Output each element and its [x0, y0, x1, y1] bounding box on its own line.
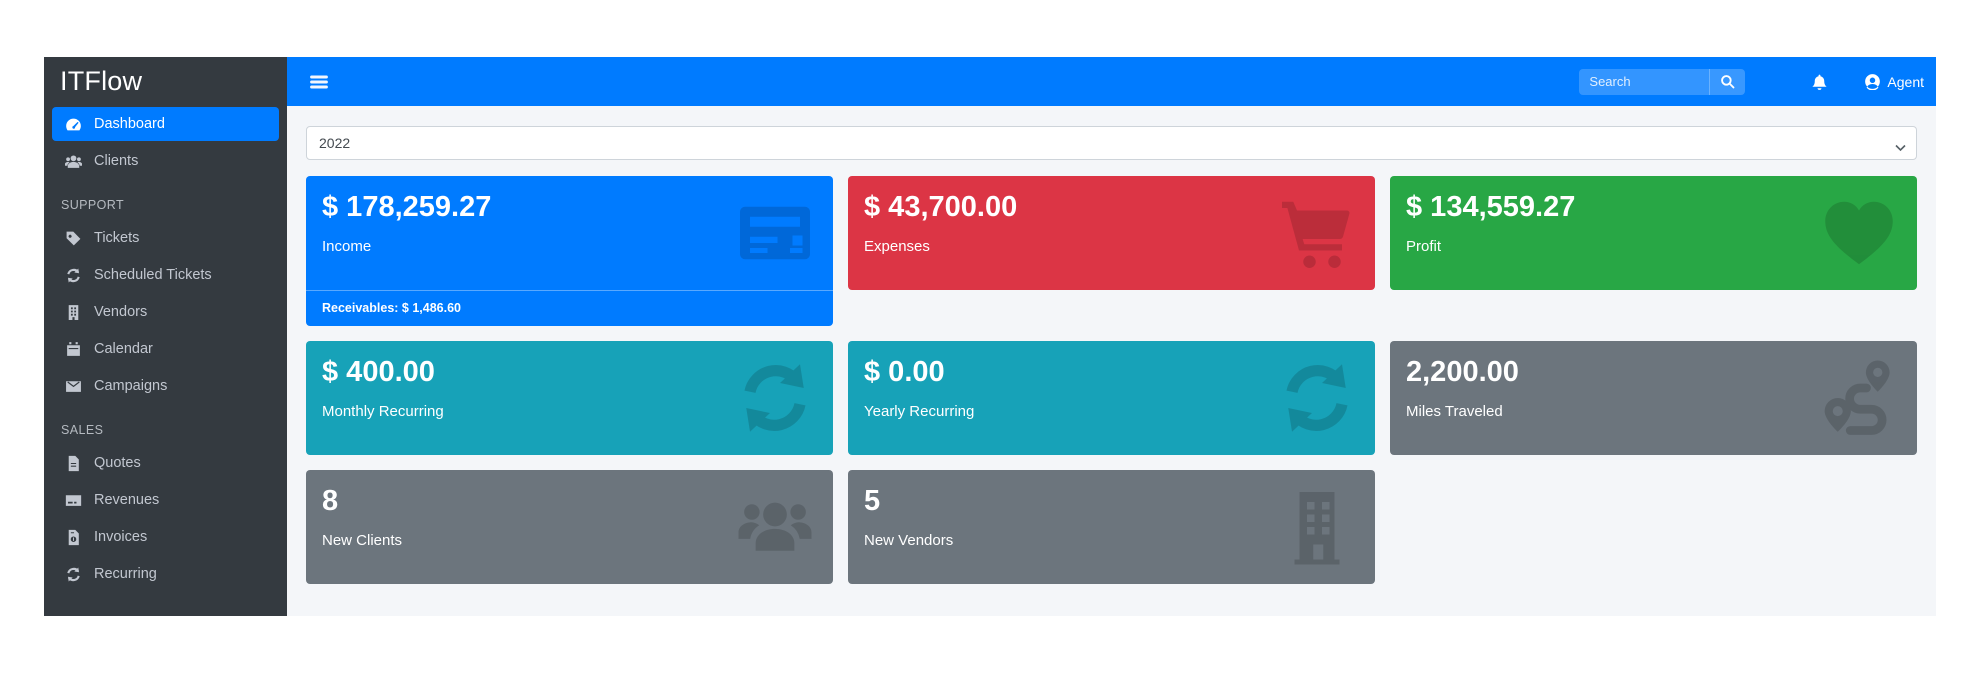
brand-logo[interactable]: ITFlow — [60, 66, 143, 96]
topbar: Agent — [287, 57, 1936, 106]
sync-icon — [61, 267, 85, 284]
expenses-label: Expenses — [864, 238, 930, 255]
sidebar-item-dashboard[interactable]: Dashboard — [52, 107, 279, 141]
shopping-cart-icon — [1277, 193, 1357, 273]
sidebar-nav: Dashboard Clients SUPPORT Tickets Schedu… — [44, 105, 287, 602]
sidebar-item-recurring[interactable]: Recurring — [52, 557, 279, 591]
search-group — [1579, 68, 1746, 95]
sidebar-item-revenues[interactable]: Revenues — [52, 483, 279, 517]
envelope-icon — [61, 378, 85, 395]
new-clients-card: 8 New Clients — [306, 470, 833, 584]
users-icon — [61, 153, 85, 170]
sidebar-item-label: Revenues — [94, 492, 160, 508]
monthly-recurring-label: Monthly Recurring — [322, 403, 444, 420]
new-vendors-value: 5 — [864, 485, 881, 517]
sidebar-section-support: SUPPORT — [61, 198, 124, 212]
sync-icon — [1277, 358, 1357, 438]
money-check-icon — [735, 193, 815, 273]
income-value: $ 178,259.27 — [322, 191, 492, 223]
year-select[interactable]: 2022 — [306, 126, 1917, 160]
new-vendors-card: 5 New Vendors — [848, 470, 1375, 584]
income-receivables: Receivables: $ 1,486.60 — [306, 290, 833, 326]
sync-icon — [735, 358, 815, 438]
sidebar-item-label: Recurring — [94, 566, 157, 582]
building-icon — [61, 304, 85, 321]
income-label: Income — [322, 238, 372, 255]
sidebar-item-label: Campaigns — [94, 378, 168, 394]
sidebar-item-campaigns[interactable]: Campaigns — [52, 369, 279, 403]
building-icon — [1277, 487, 1357, 567]
year-filter: 2022 — [306, 126, 1917, 160]
sidebar-section-sales: SALES — [61, 423, 104, 437]
profit-value: $ 134,559.27 — [1406, 191, 1576, 223]
cards-row-3: 8 New Clients 5 New Vendors — [306, 470, 1917, 584]
sidebar-item-clients[interactable]: Clients — [52, 144, 279, 178]
route-icon — [1819, 358, 1899, 438]
sidebar: ITFlow Dashboard Clients SUPPORT Tickets… — [44, 57, 287, 616]
tag-icon — [61, 230, 85, 247]
sidebar-item-label: Dashboard — [94, 116, 165, 132]
file-icon — [61, 455, 85, 472]
sidebar-item-label: Calendar — [94, 341, 153, 357]
dashboard-content: 2022 $ 178,259.27 Income Receivables: $ … — [287, 106, 1936, 619]
new-clients-label: New Clients — [322, 532, 403, 549]
hamburger-icon[interactable] — [309, 73, 329, 91]
calendar-icon — [61, 341, 85, 358]
sidebar-item-quotes[interactable]: Quotes — [52, 446, 279, 480]
miles-traveled-value: 2,200.00 — [1406, 356, 1519, 388]
heart-icon — [1819, 193, 1899, 273]
miles-traveled-label: Miles Traveled — [1406, 403, 1503, 420]
cards-row-2: $ 400.00 Monthly Recurring $ 0.00 Yearly… — [306, 341, 1917, 455]
monthly-recurring-value: $ 400.00 — [322, 356, 435, 388]
sidebar-item-scheduled-tickets[interactable]: Scheduled Tickets — [52, 258, 279, 292]
file-invoice-dollar-icon — [61, 529, 85, 546]
user-name: Agent — [1887, 73, 1924, 90]
yearly-recurring-value: $ 0.00 — [864, 356, 945, 388]
search-button[interactable] — [1709, 68, 1746, 95]
user-circle-icon — [1864, 73, 1881, 90]
tachometer-icon — [61, 116, 85, 133]
sidebar-item-label: Scheduled Tickets — [94, 267, 212, 283]
new-clients-value: 8 — [322, 485, 339, 517]
users-icon — [735, 487, 815, 567]
cards-row-1: $ 178,259.27 Income Receivables: $ 1,486… — [306, 176, 1917, 326]
yearly-recurring-label: Yearly Recurring — [864, 403, 975, 420]
bell-icon[interactable] — [1811, 73, 1828, 91]
expenses-card: $ 43,700.00 Expenses — [848, 176, 1375, 290]
sidebar-item-label: Clients — [94, 153, 139, 169]
user-menu[interactable]: Agent — [1864, 73, 1924, 90]
sidebar-item-label: Invoices — [94, 529, 148, 545]
sidebar-item-label: Quotes — [94, 455, 141, 471]
sidebar-item-label: Tickets — [94, 230, 140, 246]
sidebar-item-vendors[interactable]: Vendors — [52, 295, 279, 329]
itflow-app: ITFlow Dashboard Clients SUPPORT Tickets… — [44, 57, 1936, 616]
topbar-right: Agent — [1579, 68, 1924, 95]
sync-icon — [61, 566, 85, 583]
monthly-recurring-card: $ 400.00 Monthly Recurring — [306, 341, 833, 455]
sidebar-item-invoices[interactable]: Invoices — [52, 520, 279, 554]
profit-label: Profit — [1406, 238, 1442, 255]
profit-card: $ 134,559.27 Profit — [1390, 176, 1917, 290]
search-input[interactable] — [1579, 68, 1710, 95]
sidebar-item-tickets[interactable]: Tickets — [52, 221, 279, 255]
credit-card-icon — [61, 492, 85, 509]
yearly-recurring-card: $ 0.00 Yearly Recurring — [848, 341, 1375, 455]
new-vendors-label: New Vendors — [864, 532, 954, 549]
main-area: Agent 2022 $ 178,259.27 Income — [287, 57, 1936, 616]
sidebar-item-label: Vendors — [94, 304, 148, 320]
sidebar-item-calendar[interactable]: Calendar — [52, 332, 279, 366]
search-icon — [1720, 74, 1735, 89]
expenses-value: $ 43,700.00 — [864, 191, 1018, 223]
miles-traveled-card: 2,200.00 Miles Traveled — [1390, 341, 1917, 455]
income-card: $ 178,259.27 Income Receivables: $ 1,486… — [306, 176, 833, 326]
